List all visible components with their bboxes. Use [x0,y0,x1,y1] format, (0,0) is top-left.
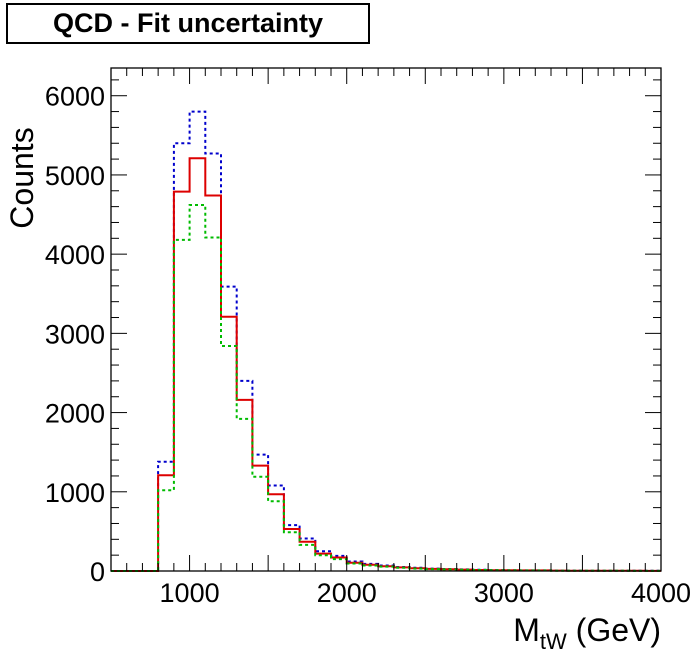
x-tick-label: 4000 [631,578,691,608]
y-tick-label: 5000 [45,161,105,191]
series-line-1 [111,110,661,572]
chart-title: QCD - Fit uncertainty [6,3,370,44]
y-tick-label: 6000 [45,82,105,112]
x-axis-label-main: M [513,612,540,648]
y-axis-label: Counts [4,127,40,228]
plot-frame [110,67,662,572]
series-line-3 [111,204,661,572]
tick-labels: 1000 2000 3000 4000 0 1000 2000 3000 4000 5000 600… [45,82,691,608]
y-tick-label: 4000 [45,240,105,270]
x-axis-label-unit: (GeV) [567,612,661,648]
x-axis-label: MtW (GeV) [513,612,661,654]
x-tick-label: 3000 [474,578,534,608]
series-line-2 [111,157,661,572]
y-tick-label: 1000 [45,478,105,508]
x-tick-label: 1000 [160,578,220,608]
x-axis-label-sub: tW [540,629,567,654]
ticks-layer [110,68,662,572]
y-tick-label: 0 [90,557,105,587]
series-layer [111,110,661,572]
y-tick-label: 2000 [45,399,105,429]
x-tick-label: 2000 [317,578,377,608]
y-tick-label: 3000 [45,319,105,349]
